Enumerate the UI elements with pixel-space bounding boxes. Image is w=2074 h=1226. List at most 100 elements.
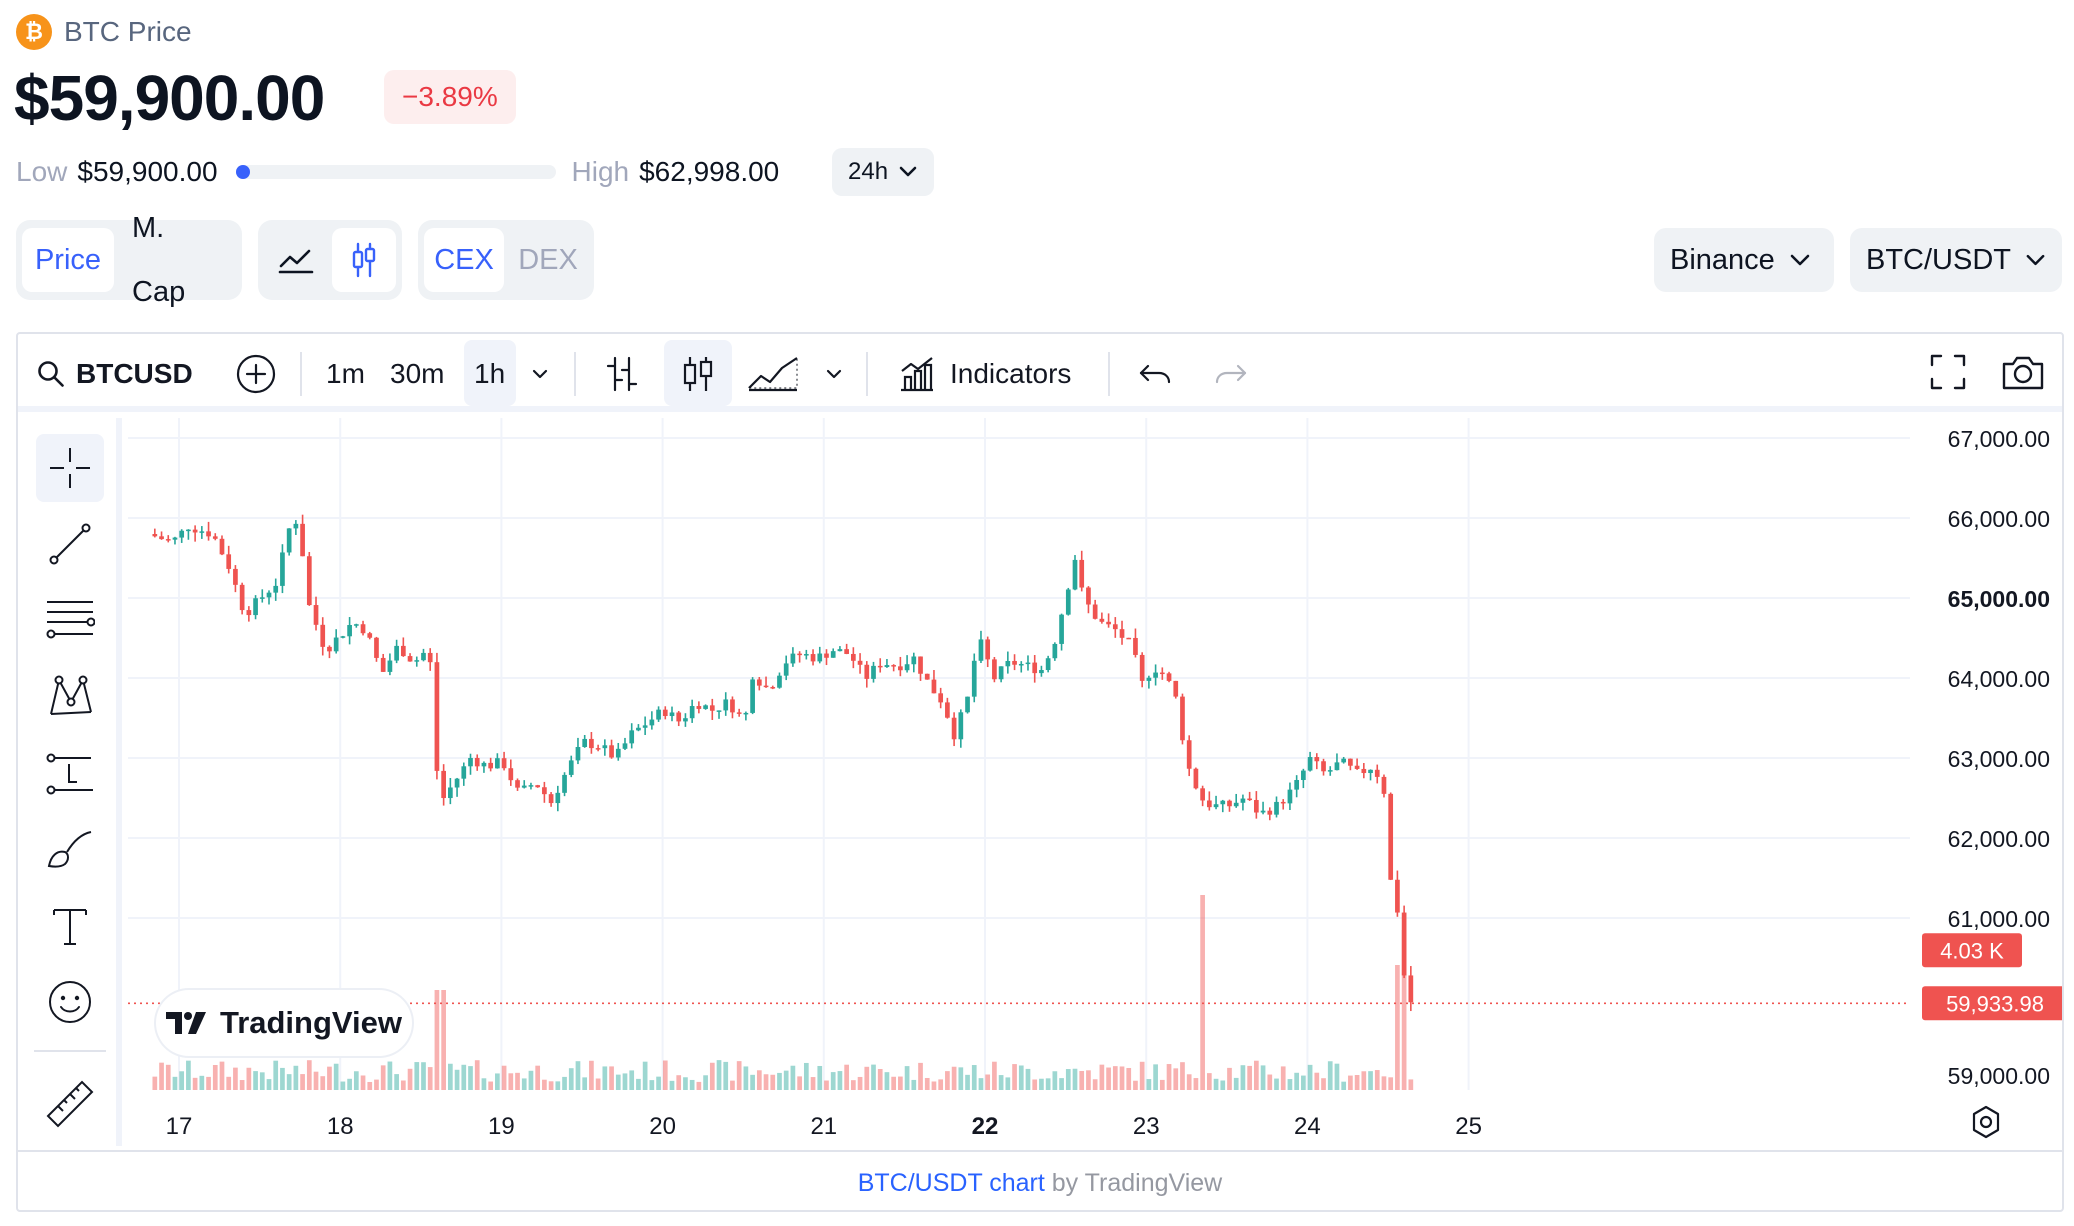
volume-bar: [884, 1072, 890, 1090]
interval-1h[interactable]: 1h: [474, 358, 506, 389]
volume-bar: [1314, 1072, 1320, 1090]
volume-bar: [239, 1080, 245, 1090]
y-tick-label: 62,000.00: [1948, 826, 2050, 852]
candle-body: [1206, 800, 1212, 808]
volume-bar: [763, 1074, 769, 1090]
tab-dex[interactable]: DEX: [518, 244, 578, 276]
candle-body: [407, 656, 413, 662]
interval-active-bg: [464, 340, 516, 406]
emoji-tool[interactable]: [36, 968, 104, 1036]
volume-bar: [427, 1067, 433, 1090]
candle-body: [615, 748, 621, 758]
exchange-select[interactable]: Binance: [1654, 228, 1834, 292]
volume-bar: [1280, 1066, 1286, 1090]
volume-bar: [1381, 1076, 1387, 1090]
volume-bar: [1254, 1060, 1259, 1090]
tradingview-logo[interactable]: TradingView: [156, 990, 412, 1056]
candle-body: [777, 675, 782, 688]
volume-bar: [595, 1078, 601, 1090]
measure-tool[interactable]: [36, 1070, 104, 1138]
interval-dropdown[interactable]: [530, 354, 550, 394]
volume-bar: [1005, 1077, 1011, 1090]
volume-bar: [340, 1081, 346, 1090]
volume-bar: [1267, 1074, 1273, 1090]
pair-select[interactable]: BTC/USDT: [1850, 228, 2062, 292]
symbol-search[interactable]: BTCUSD: [36, 354, 193, 394]
screenshot-button[interactable]: [2000, 352, 2046, 392]
y-tick-label: 66,000.00: [1948, 506, 2050, 532]
search-icon: [38, 361, 64, 387]
candle-body: [1327, 770, 1333, 772]
candle-body: [360, 624, 366, 634]
volume-bar: [582, 1077, 588, 1090]
volume-bar: [871, 1064, 876, 1090]
volume-bar: [1294, 1072, 1300, 1090]
candle-body: [1159, 672, 1165, 675]
volume-bar: [1206, 1073, 1212, 1090]
chart-link[interactable]: BTC/USDT chart: [857, 1169, 1045, 1197]
area-style-button[interactable]: [746, 354, 800, 394]
candle-body: [474, 757, 480, 767]
candle-body: [951, 717, 957, 740]
indicators-label: Indicators: [950, 358, 1072, 389]
compare-button[interactable]: [234, 352, 278, 394]
volume-bar: [1247, 1065, 1252, 1090]
candle-body: [206, 531, 211, 537]
volume-bar: [1112, 1066, 1118, 1090]
pair-label: BTC/USDT: [1866, 244, 2011, 276]
volume-bar: [877, 1069, 883, 1090]
volume-bar: [1039, 1078, 1044, 1090]
candle-body: [152, 534, 158, 537]
indicators-button[interactable]: Indicators: [898, 354, 1071, 394]
volume-bar: [528, 1070, 534, 1090]
price-range: Low $59,900.00 High $62,998.00: [16, 152, 779, 192]
brush-tool[interactable]: [36, 816, 104, 884]
axis-settings-button[interactable]: [1968, 1104, 2004, 1140]
bars-style-button[interactable]: [604, 354, 640, 394]
candles-style-button[interactable]: [680, 354, 716, 394]
prediction-tool[interactable]: [36, 740, 104, 808]
candle-body: [1086, 587, 1091, 605]
tab-price[interactable]: Price: [22, 228, 114, 292]
bars-icon: [606, 356, 638, 392]
interval-30m[interactable]: 30m: [390, 358, 445, 389]
volume-bar: [1408, 1079, 1414, 1090]
fib-tool[interactable]: [36, 584, 104, 652]
undo-button[interactable]: [1136, 354, 1174, 394]
candlestick-chart-button[interactable]: [332, 228, 396, 292]
volume-bar: [434, 990, 440, 1090]
fullscreen-icon: [1930, 354, 1966, 390]
tab-cex[interactable]: CEX: [424, 228, 504, 292]
candle-body: [938, 693, 944, 703]
line-chart-button[interactable]: [264, 228, 328, 292]
candle-body: [851, 653, 856, 661]
chart-type-dropdown[interactable]: [824, 354, 844, 394]
candle-body: [1381, 776, 1387, 794]
text-tool[interactable]: [36, 892, 104, 960]
x-tick-label: 19: [488, 1113, 515, 1140]
trend-line-tool[interactable]: [36, 510, 104, 578]
candle-body: [1254, 800, 1259, 813]
volume-bar: [756, 1070, 762, 1090]
volume-bar: [730, 1080, 735, 1090]
volume-bar: [353, 1071, 359, 1090]
crosshair-tool[interactable]: [36, 434, 104, 502]
fullscreen-button[interactable]: [1928, 352, 1968, 392]
volume-bar: [501, 1065, 507, 1090]
volume-bar: [683, 1077, 688, 1090]
range-timeframe-select[interactable]: 24h: [832, 148, 935, 196]
source-toggle: CEX DEX: [418, 220, 594, 300]
candle-body: [683, 718, 688, 722]
tab-market-cap[interactable]: M. Cap: [132, 212, 186, 308]
price-chart[interactable]: 67,000.00 66,000.00 65,000.00 64,000.00 63,0…: [128, 418, 2062, 1150]
candle-body: [448, 787, 453, 799]
add-circle-icon: [236, 354, 276, 394]
volume-bar: [535, 1065, 541, 1090]
metric-toggle: Price M. Cap: [16, 212, 242, 308]
redo-button[interactable]: [1212, 354, 1250, 394]
candle-body: [783, 663, 789, 676]
pattern-tool[interactable]: [36, 662, 104, 730]
volume-bar: [602, 1066, 608, 1090]
interval-1m[interactable]: 1m: [326, 358, 365, 389]
candle-body: [548, 794, 554, 804]
